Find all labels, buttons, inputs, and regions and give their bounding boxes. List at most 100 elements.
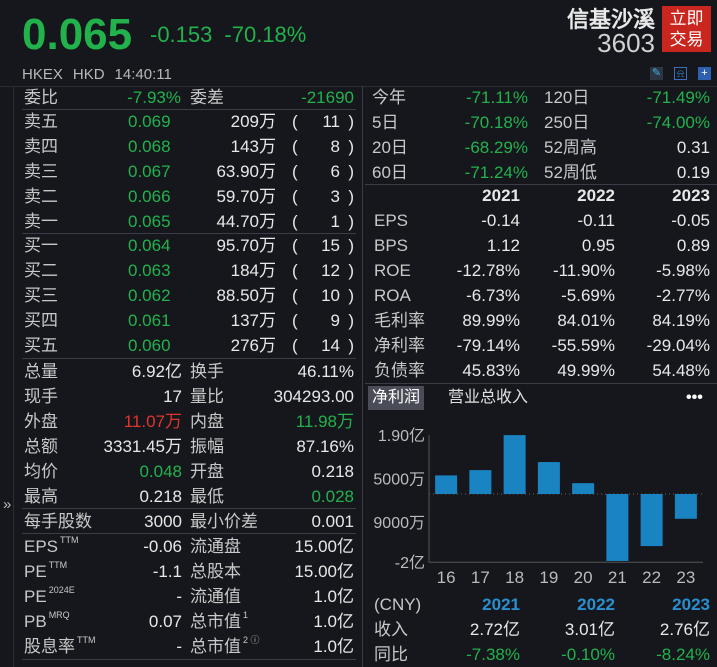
price: 0.065 bbox=[128, 212, 171, 231]
paren: ) bbox=[348, 261, 354, 280]
label: 卖四 bbox=[24, 137, 58, 156]
price: 0.066 bbox=[128, 187, 171, 206]
price: 0.060 bbox=[128, 336, 171, 355]
label: 卖五 bbox=[24, 112, 58, 131]
value: -2.77% bbox=[656, 286, 710, 305]
label: 量比 bbox=[190, 387, 224, 406]
change-value: -0.153 bbox=[150, 22, 213, 47]
more-icon[interactable]: ••• bbox=[686, 389, 703, 406]
label: 买五 bbox=[24, 336, 58, 355]
plus-icon[interactable]: + bbox=[698, 67, 711, 80]
yoy-row: 同比 -7.38% -0.10% -8.24% bbox=[372, 642, 710, 667]
label: 同比 bbox=[374, 645, 408, 664]
financial-row: BPS 1.12 0.95 0.89 bbox=[372, 233, 710, 258]
label: 250日 bbox=[544, 113, 590, 132]
bar bbox=[674, 494, 697, 519]
value: 0.028 bbox=[311, 487, 354, 506]
value: 1.0亿 bbox=[313, 637, 354, 656]
price: 0.068 bbox=[128, 137, 171, 156]
label: 总量 bbox=[24, 362, 58, 381]
label: 负债率 bbox=[374, 361, 425, 380]
bell-icon[interactable]: ⍾ bbox=[674, 67, 687, 80]
price: 0.067 bbox=[128, 162, 171, 181]
value: -71.24% bbox=[464, 163, 528, 182]
year: 2021 bbox=[482, 186, 520, 205]
bar bbox=[435, 475, 458, 494]
value: 84.19% bbox=[652, 311, 710, 330]
paren: ( bbox=[292, 187, 298, 206]
y-tick-label: 1.90亿 bbox=[378, 427, 425, 445]
last-price: 0.065 bbox=[22, 10, 133, 59]
bar bbox=[469, 470, 492, 494]
value: -5.69% bbox=[561, 286, 615, 305]
edit-icon[interactable]: ✎ bbox=[650, 67, 663, 80]
order-count: 14 bbox=[321, 336, 340, 355]
superscript: TTM bbox=[77, 635, 96, 645]
value: -8.24% bbox=[656, 645, 710, 664]
trade-now-button[interactable]: 立即 交易 bbox=[662, 6, 711, 52]
paren: ) bbox=[348, 311, 354, 330]
label: 换手 bbox=[190, 362, 224, 381]
label: 今年 bbox=[372, 88, 406, 107]
change-percent: -70.18% bbox=[224, 22, 307, 47]
volume: 59.70万 bbox=[216, 187, 276, 206]
superscript: 2 ⓘ bbox=[243, 635, 260, 645]
bar bbox=[503, 435, 526, 494]
value: 1.0亿 bbox=[313, 612, 354, 631]
superscript: 2024E bbox=[48, 585, 75, 595]
performance-row: 60日 -71.24% 52周低 0.19 bbox=[372, 160, 710, 185]
label: 开盘 bbox=[190, 462, 224, 481]
paren: ( bbox=[292, 286, 298, 305]
label: 卖三 bbox=[24, 162, 58, 181]
value: 89.99% bbox=[462, 311, 520, 330]
year: 2022 bbox=[577, 186, 615, 205]
quote-meta: HKEX HKD 14:40:11 bbox=[22, 66, 182, 83]
financial-header: 2021 2022 2023 bbox=[372, 183, 710, 208]
label: 外盘 bbox=[24, 412, 58, 431]
valuation-row: PE 2024E - 流通值 1.0亿 bbox=[22, 584, 356, 609]
label: 120日 bbox=[544, 88, 590, 107]
paren: ( bbox=[292, 336, 298, 355]
paren: ) bbox=[348, 112, 354, 131]
label: 流通盘 bbox=[190, 537, 241, 556]
order-book-row: 买二 0.063 184万 (12) bbox=[22, 258, 356, 283]
side-collapse-bar[interactable]: » bbox=[0, 86, 14, 667]
label: PE 2024E bbox=[24, 585, 75, 606]
year: 2022 bbox=[577, 595, 615, 614]
value: 49.99% bbox=[557, 361, 615, 380]
tab-net-profit[interactable]: 净利润 bbox=[368, 386, 425, 410]
paren: ) bbox=[348, 162, 354, 181]
value: -29.04% bbox=[646, 336, 710, 355]
financial-row: 毛利率 89.99% 84.01% 84.19% bbox=[372, 308, 710, 333]
value: - bbox=[176, 587, 182, 606]
label: BPS bbox=[374, 236, 409, 255]
label: 60日 bbox=[372, 163, 408, 182]
bar bbox=[572, 483, 595, 494]
bar bbox=[606, 494, 629, 561]
price: 0.061 bbox=[128, 311, 171, 330]
order-book-row: 买三 0.062 88.50万 (10) bbox=[22, 283, 356, 308]
stock-name: 信基沙溪 bbox=[566, 7, 655, 32]
paren: ) bbox=[348, 187, 354, 206]
value: -71.11% bbox=[465, 88, 528, 107]
label: PB MRQ bbox=[24, 610, 70, 631]
value: -5.98% bbox=[656, 261, 710, 280]
volume: 95.70万 bbox=[216, 236, 276, 255]
volume: 209万 bbox=[230, 112, 276, 131]
label: 毛利率 bbox=[374, 311, 425, 330]
value: -0.14 bbox=[481, 211, 520, 230]
stat-row: 现手 17 量比 304293.00 bbox=[22, 384, 356, 409]
tab-revenue[interactable]: 营业总收入 bbox=[448, 389, 529, 406]
valuation-row: 股息率 TTM - 总市值 2 ⓘ 1.0亿 bbox=[22, 634, 356, 659]
paren: ) bbox=[348, 212, 354, 231]
stock-code: 3603 bbox=[597, 28, 655, 58]
value: -1.1 bbox=[152, 562, 182, 581]
value: 15.00亿 bbox=[294, 562, 354, 581]
expand-chevron-icon[interactable]: » bbox=[3, 496, 12, 513]
label: 20日 bbox=[372, 138, 408, 157]
value: -68.29% bbox=[464, 138, 528, 157]
label: 现手 bbox=[24, 387, 58, 406]
order-book-row: 买四 0.061 137万 (9) bbox=[22, 308, 356, 333]
divider bbox=[22, 233, 356, 234]
label: 52周高 bbox=[544, 138, 597, 157]
